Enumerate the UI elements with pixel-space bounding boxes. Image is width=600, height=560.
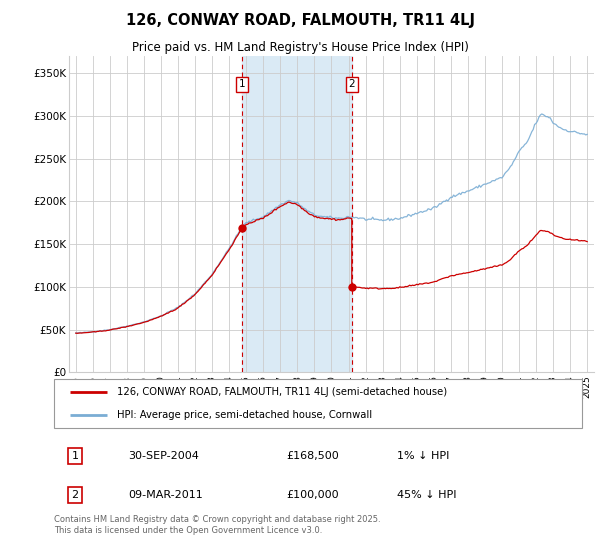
Text: 45% ↓ HPI: 45% ↓ HPI [397,490,457,500]
Text: HPI: Average price, semi-detached house, Cornwall: HPI: Average price, semi-detached house,… [118,410,373,420]
Bar [242,56,352,372]
Text: 1% ↓ HPI: 1% ↓ HPI [397,451,449,461]
Text: 09-MAR-2011: 09-MAR-2011 [128,490,203,500]
Text: £100,000: £100,000 [286,490,339,500]
Text: 30-SEP-2004: 30-SEP-2004 [128,451,199,461]
Text: 2: 2 [71,490,79,500]
Text: £168,500: £168,500 [286,451,339,461]
Text: 1: 1 [239,79,245,89]
Text: 126, CONWAY ROAD, FALMOUTH, TR11 4LJ: 126, CONWAY ROAD, FALMOUTH, TR11 4LJ [125,13,475,28]
Text: 1: 1 [71,451,79,461]
Text: 126, CONWAY ROAD, FALMOUTH, TR11 4LJ (semi-detached house): 126, CONWAY ROAD, FALMOUTH, TR11 4LJ (se… [118,388,448,398]
Text: Price paid vs. HM Land Registry's House Price Index (HPI): Price paid vs. HM Land Registry's House … [131,41,469,54]
Text: Contains HM Land Registry data © Crown copyright and database right 2025.
This d: Contains HM Land Registry data © Crown c… [54,515,380,535]
Text: 2: 2 [349,79,355,89]
